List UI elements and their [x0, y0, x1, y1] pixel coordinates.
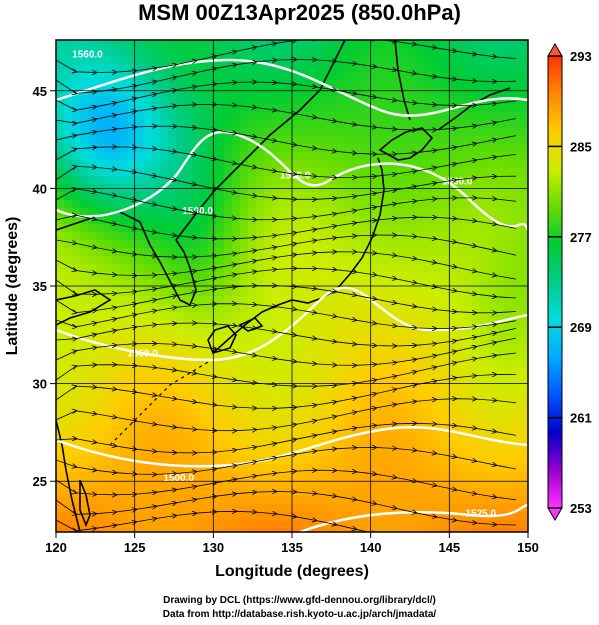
- contour-label: 1560.0: [72, 50, 103, 61]
- x-tick-label: 120: [45, 540, 67, 555]
- contour-label: 1560.0: [127, 348, 158, 359]
- colorbar-tick-label: 285: [570, 139, 592, 154]
- colorbar-ticks: 253 261 269 277 285 293: [548, 49, 592, 516]
- y-axis-label: Latitude (degrees): [4, 217, 21, 356]
- credit-drawing: Drawing by DCL (https://www.gfd-dennou.o…: [163, 595, 436, 606]
- contour-label: 1500.0: [163, 473, 194, 484]
- y-tick-label: 45: [33, 84, 47, 99]
- streamline: [56, 511, 516, 532]
- x-axis-label: Longitude (degrees): [215, 563, 369, 580]
- colorbar-min-triangle: [547, 507, 563, 521]
- x-tick-label: 135: [281, 540, 303, 555]
- colorbar-tick-label: 277: [570, 230, 592, 245]
- colorbar-tick-label: 261: [570, 411, 592, 426]
- plot-area: 1560.01500.01560.01560.01560.01500.01525…: [56, 40, 528, 532]
- x-tick-label: 145: [438, 540, 460, 555]
- chart-title: MSM 00Z13Apr2025 (850.0hPa): [138, 0, 461, 25]
- contour-label: 1560.0: [442, 176, 473, 187]
- y-tick-label: 35: [33, 279, 47, 294]
- colorbar: 253 261 269 277 285 293: [547, 43, 592, 521]
- colorbar-max-triangle: [547, 43, 563, 57]
- x-tick-label: 140: [360, 540, 382, 555]
- x-tick-label: 150: [517, 540, 539, 555]
- x-tick-label: 130: [202, 540, 224, 555]
- lat-lon-grid: [56, 40, 528, 532]
- colorbar-tick-label: 269: [570, 320, 592, 335]
- wind-streamlines: [56, 40, 517, 532]
- y-tick-label: 25: [33, 474, 47, 489]
- y-axis-ticks: 25 30 35 40 45: [33, 84, 56, 489]
- colorbar-tick-label: 253: [570, 501, 592, 516]
- contour-label: 1525.0: [466, 508, 497, 519]
- colorbar-gradient: [547, 55, 563, 509]
- x-tick-label: 125: [124, 540, 146, 555]
- x-axis-ticks: 120 125 130 135 140 145 150: [45, 532, 539, 555]
- y-tick-label: 40: [33, 181, 47, 196]
- credit-data: Data from http://database.rish.kyoto-u.a…: [162, 609, 437, 620]
- colorbar-tick-label: 293: [570, 49, 592, 64]
- y-tick-label: 30: [33, 377, 47, 392]
